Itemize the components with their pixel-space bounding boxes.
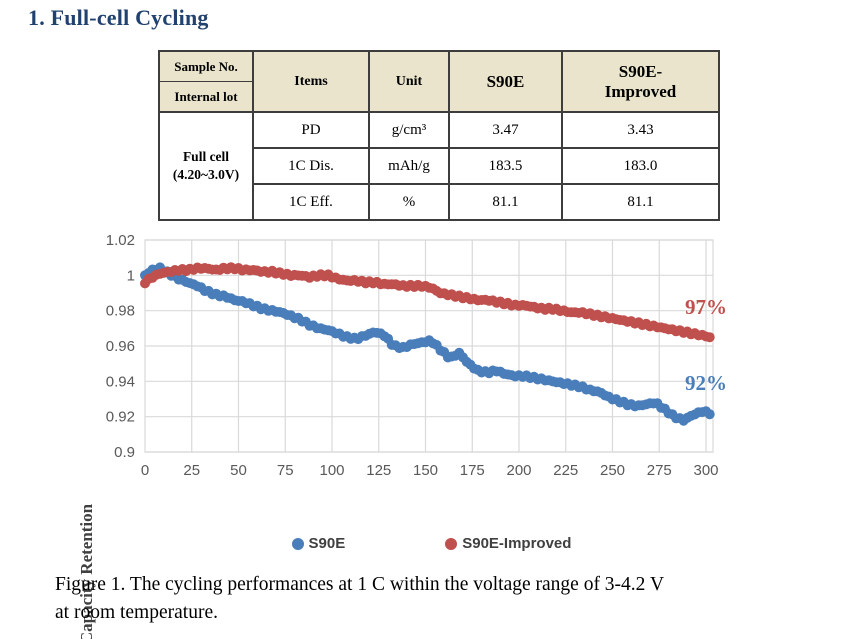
cycling-chart: Capacity Retention 0 25 50 75 100 125 150 175 20… xyxy=(55,228,795,639)
svg-text:0.94: 0.94 xyxy=(106,373,135,390)
chart-legend: S90E S90E-Improved xyxy=(0,535,863,552)
legend-item-s90e: S90E xyxy=(291,535,346,552)
svg-text:0: 0 xyxy=(141,462,149,479)
svg-text:125: 125 xyxy=(366,462,391,479)
cell-item: 1C Eff. xyxy=(252,183,370,221)
cell-item: PD xyxy=(252,111,370,149)
legend-label: S90E-Improved xyxy=(462,535,572,552)
chart-annotations: 97% 92% xyxy=(685,295,727,395)
svg-text:0.92: 0.92 xyxy=(106,409,135,426)
cell-item: 1C Dis. xyxy=(252,147,370,185)
cell-s90e: 81.1 xyxy=(448,183,563,221)
caption-line1: Figure 1. The cycling performances at 1 … xyxy=(55,574,665,595)
chart-series-dots xyxy=(140,262,715,426)
cell-unit: mAh/g xyxy=(368,147,450,185)
chart-gridlines xyxy=(145,239,713,453)
header-s90e: S90E xyxy=(448,50,563,113)
table-header-row: Sample No. Internal lot Items Unit S90E … xyxy=(158,50,720,113)
table-row: 1C Dis. mAh/g 183.5 183.0 xyxy=(159,147,720,185)
header-internal-lot: Internal lot xyxy=(160,81,252,111)
cell-s90e: 183.5 xyxy=(448,147,563,185)
header-s90e-improved: S90E-Improved xyxy=(561,50,720,113)
svg-text:97%: 97% xyxy=(685,295,727,319)
svg-text:1: 1 xyxy=(127,267,135,284)
svg-text:250: 250 xyxy=(600,462,625,479)
cell-s90e: 3.47 xyxy=(448,111,563,149)
table-row: Full cell (4.20~3.0V) PD g/cm³ 3.47 3.43 xyxy=(158,111,720,221)
x-tick-labels: 0 25 50 75 100 125 150 175 200 225 250 275 300 xyxy=(141,462,719,479)
svg-text:1.02: 1.02 xyxy=(106,232,135,249)
svg-text:150: 150 xyxy=(413,462,438,479)
svg-text:75: 75 xyxy=(277,462,294,479)
spec-table: Sample No. Internal lot Items Unit S90E … xyxy=(158,50,720,221)
header-sample-no-top: Sample No. xyxy=(174,58,238,74)
page-title: 1. Full-cell Cycling xyxy=(28,5,209,30)
svg-text:25: 25 xyxy=(183,462,200,479)
svg-text:300: 300 xyxy=(693,462,718,479)
group-label-line1: Full cell xyxy=(182,149,230,165)
figure-caption: Figure 1. The cycling performances at 1 … xyxy=(55,571,833,628)
group-label-line2: (4.20~3.0V) xyxy=(172,167,240,182)
cell-s90e-improved: 183.0 xyxy=(561,147,720,185)
svg-text:50: 50 xyxy=(230,462,247,479)
cell-unit: g/cm³ xyxy=(368,111,450,149)
svg-text:0.98: 0.98 xyxy=(106,303,135,320)
row-group-label: Full cell (4.20~3.0V) xyxy=(158,111,254,221)
svg-text:275: 275 xyxy=(647,462,672,479)
svg-text:92%: 92% xyxy=(685,371,727,395)
y-tick-labels: 1.02 1 0.98 0.96 0.94 0.92 0.9 xyxy=(106,232,135,461)
cell-unit: % xyxy=(368,183,450,221)
cell-s90e-improved: 3.43 xyxy=(561,111,720,149)
svg-text:0.9: 0.9 xyxy=(114,444,135,461)
legend-marker-blue-icon xyxy=(291,537,304,550)
cell-s90e-improved: 81.1 xyxy=(561,183,720,221)
legend-label: S90E xyxy=(308,535,346,552)
header-unit: Unit xyxy=(368,50,450,113)
header-items: Items xyxy=(252,50,370,113)
svg-text:175: 175 xyxy=(460,462,485,479)
svg-text:225: 225 xyxy=(553,462,578,479)
plot-border xyxy=(144,239,714,453)
caption-line2: at room temperature. xyxy=(55,602,218,624)
svg-text:100: 100 xyxy=(319,462,344,479)
legend-item-s90e-improved: S90E-Improved xyxy=(445,535,571,552)
header-s90e-improved-label: S90E-Improved xyxy=(604,61,677,101)
legend-marker-red-icon xyxy=(445,537,458,550)
header-sample-no: Sample No. Internal lot xyxy=(158,50,254,113)
chart-canvas: 0 25 50 75 100 125 150 175 200 225 250 275 300 1.021… xyxy=(106,232,727,479)
svg-text:0.96: 0.96 xyxy=(106,338,135,355)
table-row: 1C Eff. % 81.1 81.1 xyxy=(159,183,720,221)
svg-text:200: 200 xyxy=(506,462,531,479)
